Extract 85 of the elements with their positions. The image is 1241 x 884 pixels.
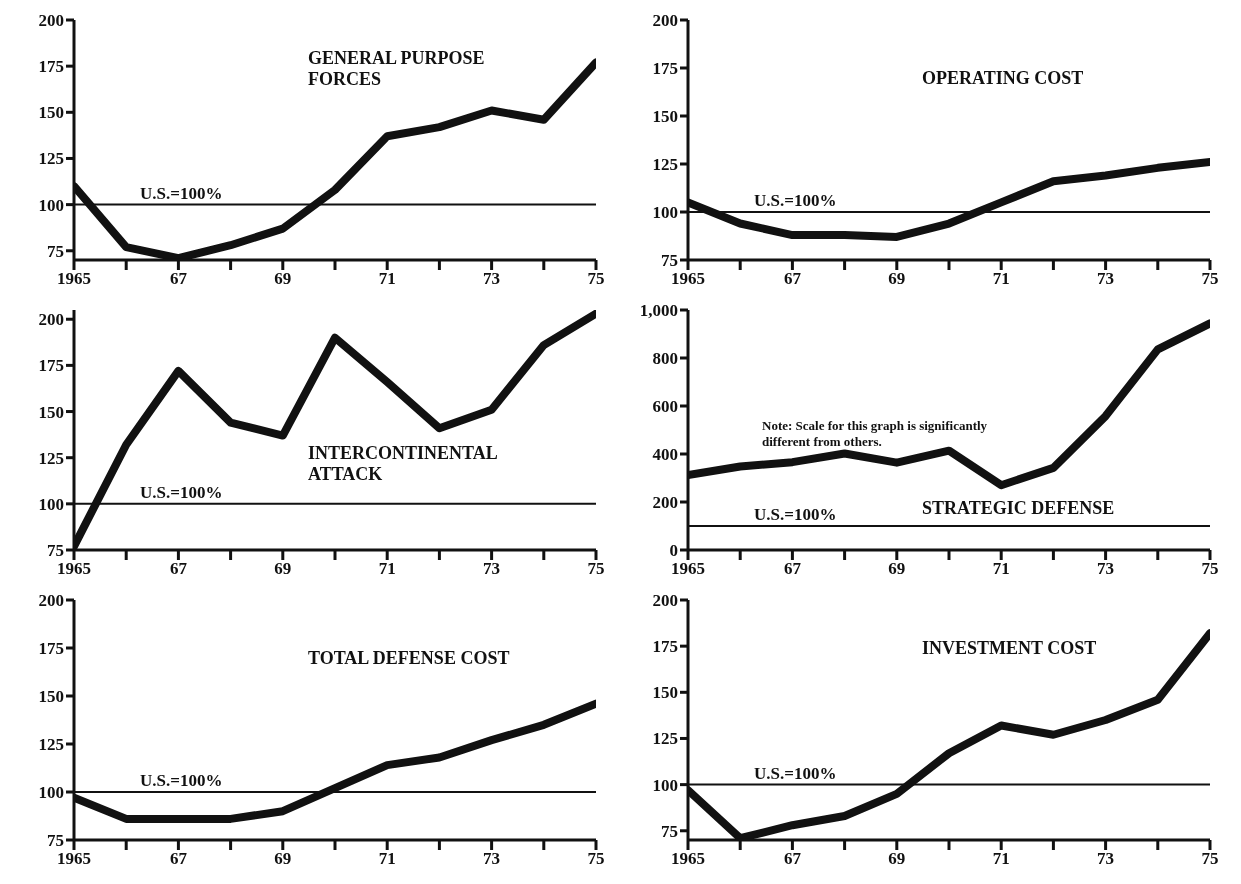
x-tick-label: 67 [169,849,188,869]
x-tick-label: 71 [378,269,396,289]
text: STRATEGIC DEFENSE [922,498,1116,519]
y-tick-label: 175 [652,637,678,657]
x-tick-label: 71 [992,269,1010,289]
ref-line-label: U.S.=100% [140,183,223,203]
x-tick-label: 1965 [57,849,91,869]
ref-line-label: U.S.=100% [754,505,837,524]
x-tick-label: 75 [587,269,605,289]
x-tick-label: 71 [992,849,1010,869]
y-tick-label: 150 [38,402,64,422]
y-tick-label: 150 [38,687,64,707]
x-tick-label: 67 [169,559,188,579]
y-tick-label: 1,000 [639,301,678,321]
y-tick-label: 125 [652,729,678,749]
x-tick-label: 73 [1097,269,1115,289]
x-tick-label: 73 [483,849,501,869]
x-tick-label: 75 [1201,559,1219,579]
x-tick-label: 75 [1201,849,1219,869]
x-tick-label: 75 [587,559,605,579]
y-tick-label: 100 [652,203,678,223]
annotation: Note: Scale for this graph is significantly different from others. [762,418,989,450]
x-tick-label: 67 [169,269,188,289]
y-tick-label: 100 [38,783,64,803]
x-tick-label: 73 [483,559,501,579]
y-tick-label: 75 [661,251,678,271]
y-tick-label: 175 [38,57,64,77]
y-tick-label: 175 [38,356,64,376]
x-tick-label: 67 [783,559,802,579]
x-tick-label: 75 [587,849,605,869]
x-tick-label: 69 [274,849,292,869]
x-tick-label: 73 [1097,849,1115,869]
ref-line-label: U.S.=100% [754,763,837,783]
y-tick-label: 100 [38,494,64,514]
y-tick-label: 100 [38,195,64,215]
x-tick-label: 1965 [57,269,91,289]
x-tick-label: 1965 [57,559,91,579]
y-tick-label: 200 [38,591,64,611]
x-tick-label: 71 [378,559,396,579]
x-tick-label: 69 [888,559,906,579]
y-tick-label: 125 [38,735,64,755]
y-tick-label: 125 [38,149,64,169]
x-tick-label: 69 [274,559,292,579]
y-tick-label: 800 [652,349,678,369]
text: GENERAL PURPOSE FORCES [308,48,486,90]
x-tick-label: 71 [992,559,1010,579]
y-tick-label: 75 [47,241,64,261]
y-tick-label: 175 [652,59,678,79]
y-tick-label: 200 [652,591,678,611]
x-tick-label: 67 [783,269,802,289]
y-tick-label: 75 [47,541,64,561]
y-tick-label: 200 [38,310,64,330]
y-tick-label: 200 [652,493,678,513]
y-tick-label: 125 [652,155,678,175]
y-tick-label: 75 [47,831,64,851]
text: TOTAL DEFENSE COST [308,648,511,669]
text: INVESTMENT COST [922,638,1098,659]
y-tick-label: 150 [652,107,678,127]
y-tick-label: 0 [669,541,678,561]
ref-line-label: U.S.=100% [140,771,223,790]
x-tick-label: 71 [378,849,396,869]
y-tick-label: 75 [661,821,678,841]
y-tick-label: 400 [652,445,678,465]
y-tick-label: 200 [38,11,64,31]
y-tick-label: 200 [652,11,678,31]
x-tick-label: 1965 [671,269,705,289]
x-tick-label: 75 [1201,269,1219,289]
x-tick-label: 73 [483,269,501,289]
ref-line-label: U.S.=100% [754,191,837,210]
x-tick-label: 1965 [671,849,705,869]
x-tick-label: 69 [274,269,292,289]
y-tick-label: 100 [652,775,678,795]
y-tick-label: 150 [38,103,64,123]
text: INTERCONTINENTAL ATTACK [308,443,498,485]
x-tick-label: 1965 [671,559,705,579]
x-tick-label: 67 [783,849,802,869]
y-tick-label: 125 [38,448,64,468]
text: OPERATING COST [922,68,1085,89]
x-tick-label: 73 [1097,559,1115,579]
ref-line-label: U.S.=100% [140,482,223,502]
y-tick-label: 150 [652,683,678,703]
y-tick-label: 600 [652,397,678,417]
x-tick-label: 69 [888,849,906,869]
x-tick-label: 69 [888,269,906,289]
y-tick-label: 175 [38,639,64,659]
